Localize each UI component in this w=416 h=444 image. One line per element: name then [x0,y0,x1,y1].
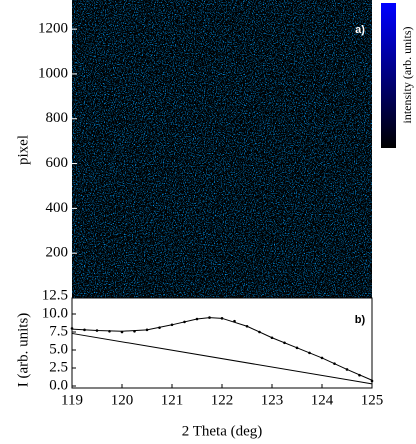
y-tick-label: 200 [46,245,69,261]
x-tick-label: 121 [161,392,184,408]
y-tick-label: 7.5 [49,323,68,339]
panel-label: a) [355,24,365,36]
panel-label: b) [355,314,366,326]
x-tick-label: 119 [61,392,83,408]
colorbar-label: intensity (arb. units) [400,27,414,124]
y-tick-label: 1000 [38,65,68,81]
y-tick-label: 12.5 [42,287,68,303]
y-tick-label: 400 [46,200,69,216]
plot-frame [71,297,373,389]
detector-noise [72,0,372,298]
fit-line [71,332,373,385]
fit-line [71,317,373,381]
y-tick-label: 0.0 [49,377,68,393]
x-tick-label: 125 [361,392,384,408]
y-tick-label: 10.0 [42,305,68,321]
colorbar [381,3,396,148]
x-tick-label: 123 [261,392,284,408]
y-axis-label: I (arb. units) [15,313,31,388]
x-axis-label: 2 Theta (deg) [182,423,263,439]
bottom-panel: b) I (arb. units) 2 Theta (deg) 0.0 2.5 5.… [15,287,383,439]
x-tick-label: 122 [211,392,234,408]
y-tick-label: 5.0 [49,341,68,357]
y-tick-label: 800 [46,110,69,126]
y-tick-label: 2.5 [49,359,68,375]
x-tick-label: 124 [311,392,334,408]
x-tick-label: 120 [111,392,134,408]
y-axis-label: pixel [15,135,31,165]
top-panel: a) pixel intensity (arb. units) 200 400 60… [15,0,414,298]
y-tick-label: 600 [46,155,69,171]
y-tick-label: 1200 [38,21,68,37]
